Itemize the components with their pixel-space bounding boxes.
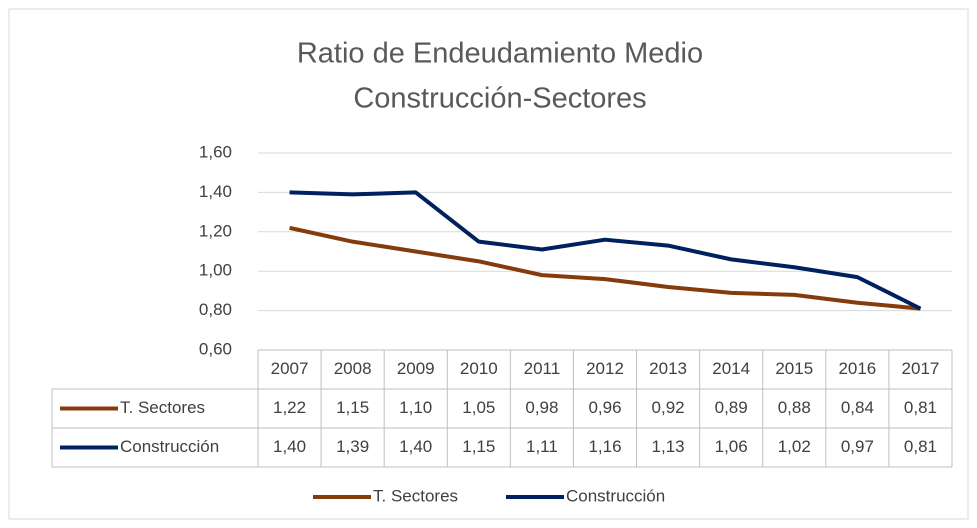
table-value: 0,96	[588, 398, 621, 417]
table-value: 1,40	[273, 437, 306, 456]
table-value: 1,22	[273, 398, 306, 417]
x-tick-label: 2012	[586, 359, 624, 378]
table-value: 0,89	[715, 398, 748, 417]
table-value: 1,15	[462, 437, 495, 456]
table-value: 1,05	[462, 398, 495, 417]
x-tick-label: 2017	[902, 359, 940, 378]
x-tick-label: 2013	[649, 359, 687, 378]
series-line	[289, 225, 921, 311]
series-line	[289, 190, 922, 311]
table-value: 0,92	[652, 398, 685, 417]
legend-label: T. Sectores	[373, 486, 458, 505]
y-tick-label: 1,20	[199, 221, 232, 240]
x-tick-label: 2008	[334, 359, 372, 378]
table-value: 0,98	[525, 398, 558, 417]
table-value: 1,10	[399, 398, 432, 417]
table-value: 1,06	[715, 437, 748, 456]
x-tick-label: 2009	[397, 359, 435, 378]
chart-title: Ratio de Endeudamiento Medio	[297, 38, 703, 70]
table-value: 1,11	[526, 437, 558, 456]
table-value: 1,16	[588, 437, 621, 456]
x-tick-label: 2007	[271, 359, 309, 378]
table-value: 0,81	[904, 437, 937, 456]
x-tick-label: 2016	[838, 359, 876, 378]
table-value: 1,15	[336, 398, 369, 417]
x-tick-label: 2010	[460, 359, 498, 378]
y-tick-label: 0,60	[199, 339, 232, 358]
y-tick-label: 1,60	[199, 142, 232, 161]
table-value: 1,40	[399, 437, 432, 456]
table-value: 0,84	[841, 398, 874, 417]
y-tick-label: 1,00	[199, 261, 232, 280]
x-tick-label: 2014	[712, 359, 750, 378]
table-value: 1,02	[778, 437, 811, 456]
table-value: 1,13	[652, 437, 685, 456]
chart-subtitle: Construcción-Sectores	[353, 83, 646, 115]
table-value: 0,88	[778, 398, 811, 417]
legend-label: Construcción	[566, 486, 665, 505]
table-row-label: T. Sectores	[120, 398, 205, 417]
x-tick-label: 2011	[524, 359, 561, 378]
table-value: 0,97	[841, 437, 874, 456]
table-value: 0,81	[904, 398, 937, 417]
y-tick-label: 0,80	[199, 300, 232, 319]
table-row-label: Construcción	[120, 437, 219, 456]
x-tick-label: 2015	[775, 359, 813, 378]
table-value: 1,39	[336, 437, 369, 456]
y-tick-label: 1,40	[199, 182, 232, 201]
